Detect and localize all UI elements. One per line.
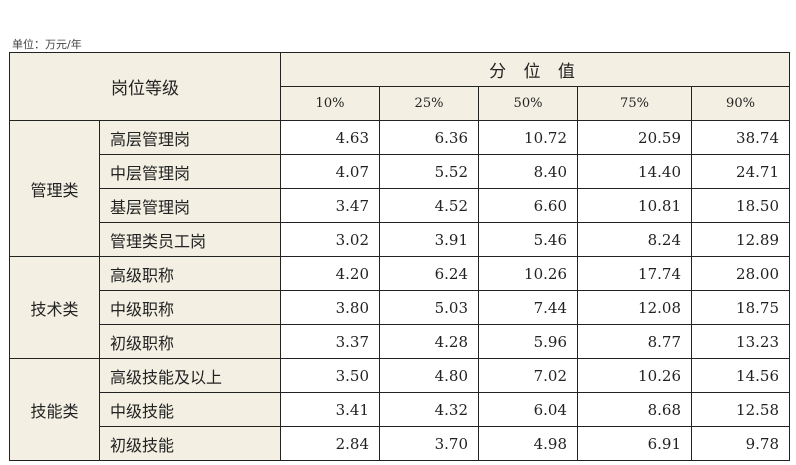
value-cell: 5.96 [478,324,578,359]
salary-percentile-table: 岗位等级 分 位 值 10% 25% 50% 75% 90% 管理类 高层管理岗 4.63 6… [9,52,790,461]
value-cell: 2.84 [280,426,380,461]
value-cell: 6.60 [478,188,578,223]
value-cell: 12.58 [691,392,790,427]
value-cell: 12.08 [577,290,692,325]
value-cell: 10.72 [478,120,578,155]
position-level-cell: 中级技能 [99,392,281,427]
category-cell: 技术类 [9,256,100,359]
position-level-cell: 高级技能及以上 [99,358,281,393]
value-cell: 8.77 [577,324,692,359]
table-row: 初级职称 3.37 4.28 5.96 8.77 13.23 [10,324,790,359]
value-cell: 3.37 [280,324,380,359]
percentile-column-header: 50% [478,86,578,121]
value-cell: 4.07 [280,154,380,189]
value-cell: 3.70 [379,426,479,461]
value-cell: 12.89 [691,222,790,257]
value-cell: 8.24 [577,222,692,257]
position-level-cell: 中级职称 [99,290,281,325]
category-cell: 技能类 [9,358,100,461]
value-cell: 10.81 [577,188,692,223]
value-cell: 5.46 [478,222,578,257]
value-cell: 6.91 [577,426,692,461]
value-cell: 6.36 [379,120,479,155]
table-row: 技术类 高级职称 4.20 6.24 10.26 17.74 28.00 [9,256,790,359]
value-cell: 5.52 [379,154,479,189]
table-row: 管理类 高层管理岗 4.63 6.36 10.72 20.59 38.74 [9,120,790,257]
value-cell: 6.24 [379,256,479,291]
value-cell: 28.00 [691,256,790,291]
percentile-column-header: 90% [691,86,790,121]
value-cell: 10.26 [577,358,692,393]
percentile-header: 分 位 值 [280,52,790,87]
value-cell: 4.63 [280,120,380,155]
value-cell: 7.44 [478,290,578,325]
table-row: 初级技能 2.84 3.70 4.98 6.91 9.78 [10,426,790,461]
percentile-column-header: 75% [577,86,692,121]
category-cell: 管理类 [9,120,100,257]
value-cell: 5.03 [379,290,479,325]
level-header: 岗位等级 [9,52,281,121]
percentile-column-header: 10% [280,86,380,121]
value-cell: 7.02 [478,358,578,393]
value-cell: 38.74 [691,120,790,155]
value-cell: 3.50 [280,358,380,393]
value-cell: 9.78 [691,426,790,461]
value-cell: 14.40 [577,154,692,189]
position-level-cell: 基层管理岗 [99,188,281,223]
value-cell: 3.80 [280,290,380,325]
value-cell: 8.68 [577,392,692,427]
percentile-column-header: 25% [379,86,479,121]
position-level-cell: 高级职称 [99,256,281,291]
value-cell: 4.80 [379,358,479,393]
value-cell: 4.28 [379,324,479,359]
value-cell: 14.56 [691,358,790,393]
value-cell: 3.41 [280,392,380,427]
table-row: 管理类员工岗 3.02 3.91 5.46 8.24 12.89 [10,222,790,257]
table-row: 中级技能 3.41 4.32 6.04 8.68 12.58 [10,392,790,427]
value-cell: 4.20 [280,256,380,291]
value-cell: 18.50 [691,188,790,223]
table-row: 技能类 高级技能及以上 3.50 4.80 7.02 10.26 14.56 [9,358,790,461]
value-cell: 18.75 [691,290,790,325]
position-level-cell: 初级技能 [99,426,281,461]
value-cell: 4.98 [478,426,578,461]
value-cell: 4.52 [379,188,479,223]
value-cell: 6.04 [478,392,578,427]
value-cell: 13.23 [691,324,790,359]
position-level-cell: 初级职称 [99,324,281,359]
position-level-cell: 高层管理岗 [99,120,281,155]
table-row: 中级职称 3.80 5.03 7.44 12.08 18.75 [10,290,790,325]
value-cell: 3.47 [280,188,380,223]
value-cell: 24.71 [691,154,790,189]
table-row: 中层管理岗 4.07 5.52 8.40 14.40 24.71 [10,154,790,189]
unit-label: 单位：万元/年 [12,38,82,51]
value-cell: 8.40 [478,154,578,189]
value-cell: 3.02 [280,222,380,257]
position-level-cell: 中层管理岗 [99,154,281,189]
value-cell: 4.32 [379,392,479,427]
value-cell: 17.74 [577,256,692,291]
position-level-cell: 管理类员工岗 [99,222,281,257]
value-cell: 3.91 [379,222,479,257]
value-cell: 20.59 [577,120,692,155]
table-row: 基层管理岗 3.47 4.52 6.60 10.81 18.50 [10,188,790,223]
value-cell: 10.26 [478,256,578,291]
